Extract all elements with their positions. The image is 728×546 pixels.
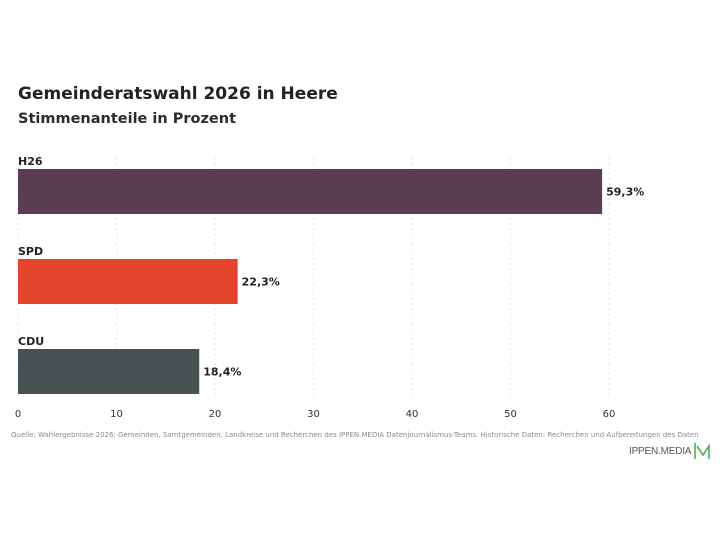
x-tick-label: 40 [406,409,419,420]
x-tick-label: 10 [110,409,123,420]
category-label: SPD [18,245,43,258]
x-tick-label: 20 [209,409,222,420]
chart-subtitle: Stimmenanteile in Prozent [18,111,237,127]
bar[interactable] [18,169,603,214]
x-tick-label: 50 [504,409,517,420]
publisher-logo: IPPEN.MEDIA [629,442,712,460]
bar[interactable] [18,259,238,304]
ippen-media-logo-icon [694,443,711,459]
data-label: 22,3% [242,276,280,289]
x-tick-label: 0 [15,409,21,420]
source-note: Quelle: Wahlergebnisse 2026: Gemeinden, … [11,431,699,439]
bar[interactable] [18,349,200,394]
logo-text: IPPEN.MEDIA [629,445,692,457]
x-tick-label: 60 [603,409,616,420]
chart-title: Gemeinderatswahl 2026 in Heere [18,84,338,104]
bar-chart: 0 10 20 30 40 50 60 H26 59,3% SPD 22,3% CDU 18,4% [15,155,644,420]
category-label: H26 [18,155,43,168]
category-label: CDU [18,335,44,348]
data-label: 18,4% [203,366,241,379]
data-label: 59,3% [606,186,644,199]
x-tick-label: 30 [307,409,320,420]
